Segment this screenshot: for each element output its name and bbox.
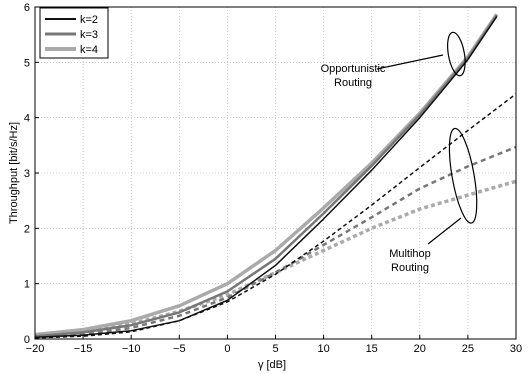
- x-tick-label: −5: [173, 343, 186, 355]
- annotations: Opportunistic Routing Multihop Routing: [321, 31, 478, 274]
- opportunistic-group-ellipse: [447, 31, 466, 77]
- x-tick-label: 0: [224, 343, 230, 355]
- series-line-multihop-k3: [34, 145, 517, 339]
- x-tick-label: 20: [414, 343, 426, 355]
- legend-label-k2: k=2: [80, 14, 98, 26]
- legend: k=2 k=3 k=4: [39, 7, 109, 59]
- x-tick-label: 10: [317, 343, 329, 355]
- x-axis-label: γ [dB]: [258, 359, 286, 371]
- y-tick-label: 1: [24, 279, 30, 291]
- y-tick-label: 6: [24, 2, 30, 14]
- y-tick-label: 3: [24, 168, 30, 180]
- opportunistic-label: Routing: [334, 77, 372, 89]
- legend-label-k4: k=4: [80, 44, 98, 56]
- x-tick-label: −10: [122, 343, 141, 355]
- axis-ticks: −20 −15 −10 −5 0 5 10 15 20 25 30 0 1 2 3 4 5 6: [24, 2, 522, 355]
- y-tick-label: 5: [24, 57, 30, 69]
- y-tick-label: 0: [24, 334, 30, 346]
- multihop-group-ellipse: [448, 127, 478, 224]
- x-tick-label: 25: [462, 343, 474, 355]
- y-axis-label: Throughput [bit/s/Hz]: [8, 122, 20, 224]
- series-line-multihop-k2: [34, 93, 517, 339]
- opportunistic-arrow: [376, 54, 444, 70]
- x-tick-label: 5: [272, 343, 278, 355]
- series-lines: [34, 13, 517, 339]
- multihop-label: Routing: [391, 262, 429, 274]
- legend-label-k3: k=3: [80, 29, 98, 41]
- multihop-arrow: [427, 217, 462, 245]
- opportunistic-label: Opportunistic: [321, 63, 386, 75]
- series-line-opportunistic-k2: [34, 15, 498, 339]
- y-tick-label: 2: [24, 223, 30, 235]
- multihop-label: Multihop: [389, 248, 431, 260]
- x-tick-label: −15: [74, 343, 93, 355]
- x-tick-label: 30: [510, 343, 522, 355]
- x-tick-label: −20: [26, 343, 45, 355]
- y-tick-label: 4: [24, 113, 30, 125]
- series-line-opportunistic-k3: [34, 14, 498, 338]
- x-tick-label: 15: [366, 343, 378, 355]
